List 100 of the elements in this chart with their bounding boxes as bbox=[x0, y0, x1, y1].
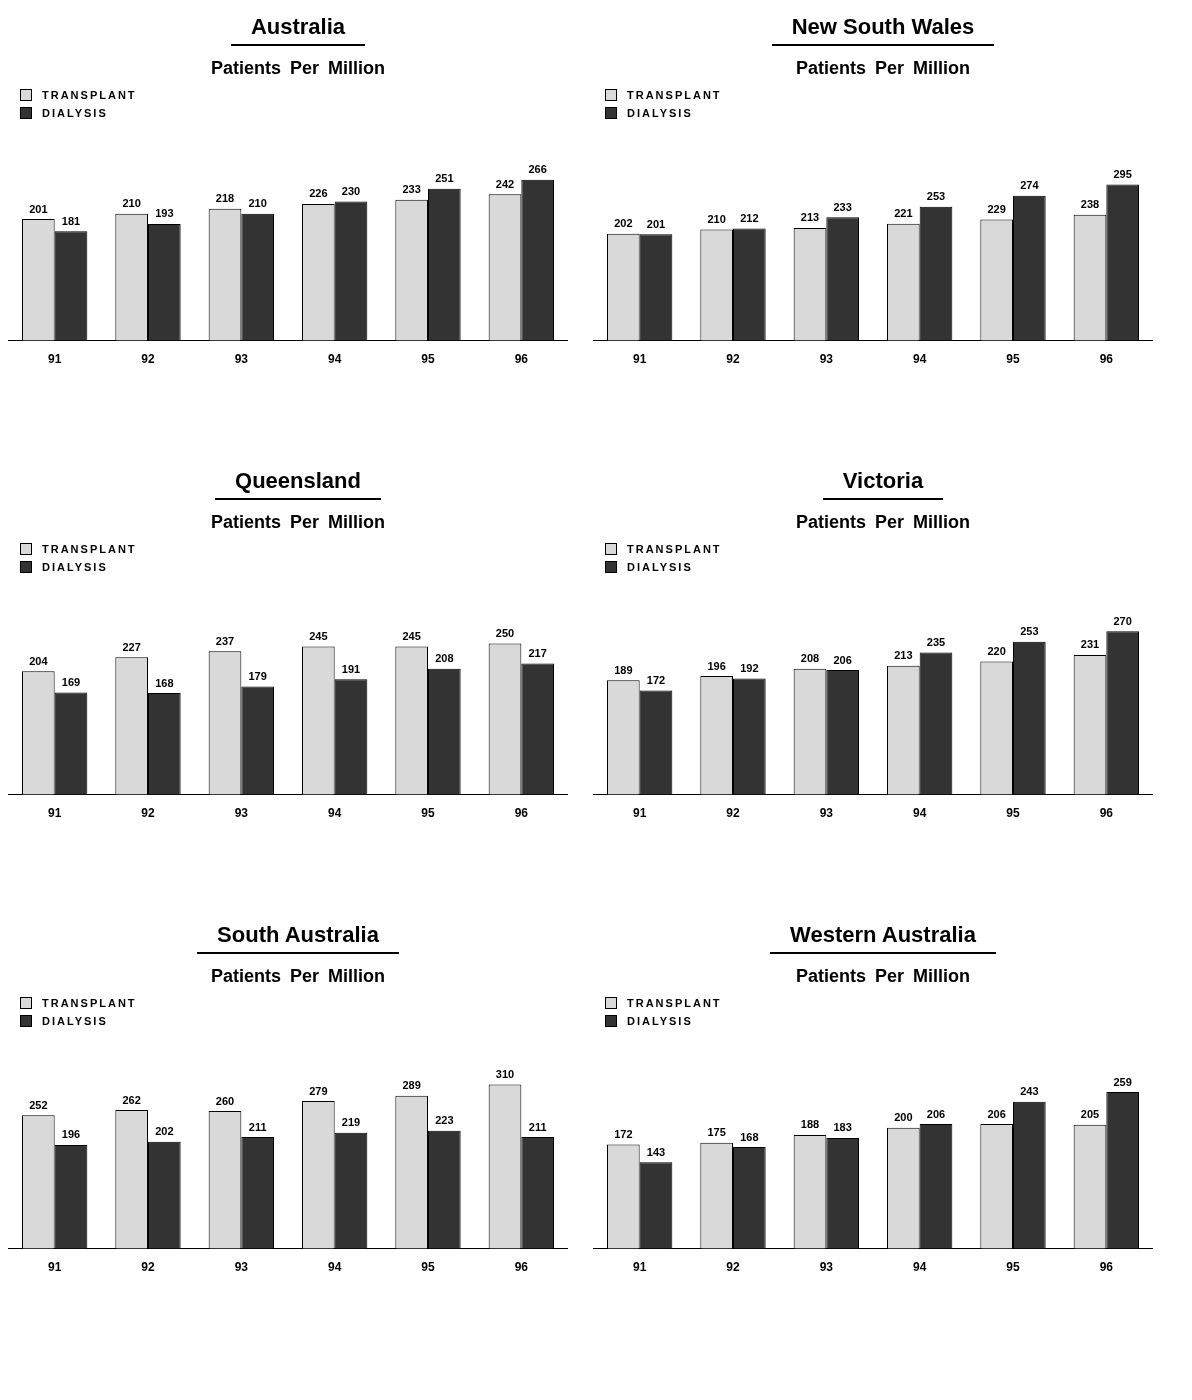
data-label: 202 bbox=[155, 1125, 174, 1138]
data-label: 196 bbox=[707, 659, 726, 672]
x-tick-label: 92 bbox=[726, 1260, 740, 1275]
data-label: 211 bbox=[248, 1120, 267, 1133]
data-label: 289 bbox=[402, 1079, 421, 1092]
x-tick-label: 95 bbox=[421, 806, 435, 821]
data-label: 262 bbox=[122, 1093, 141, 1106]
data-label: 169 bbox=[61, 675, 81, 688]
data-label: 226 bbox=[309, 187, 328, 200]
x-tick-label: 94 bbox=[327, 806, 342, 821]
data-label: 245 bbox=[402, 630, 421, 643]
x-tick-label: 91 bbox=[632, 806, 647, 821]
legend-label: TRANSPLANT bbox=[42, 89, 137, 101]
data-label: 218 bbox=[215, 192, 235, 205]
x-tick-label: 91 bbox=[47, 806, 62, 821]
data-label: 206 bbox=[987, 1107, 1006, 1120]
data-label: 238 bbox=[1080, 198, 1100, 211]
data-label: 253 bbox=[1020, 625, 1039, 638]
x-tick-label: 92 bbox=[726, 806, 740, 821]
data-label: 245 bbox=[309, 630, 328, 643]
data-label: 310 bbox=[495, 1068, 515, 1081]
x-tick-label: 94 bbox=[327, 352, 342, 367]
data-label: 252 bbox=[29, 1098, 48, 1111]
x-tick-label: 96 bbox=[514, 352, 529, 367]
data-label: 143 bbox=[646, 1145, 666, 1158]
chart-title: South Australia bbox=[197, 922, 399, 954]
data-label: 179 bbox=[248, 669, 267, 682]
chart-subtitle: Patients Per Million bbox=[794, 58, 971, 79]
data-label: 204 bbox=[29, 654, 49, 667]
data-label: 208 bbox=[800, 652, 820, 665]
data-label: 206 bbox=[926, 1107, 946, 1120]
x-tick-label: 96 bbox=[1099, 352, 1114, 367]
data-label: 235 bbox=[926, 636, 946, 649]
data-label: 270 bbox=[1113, 614, 1132, 627]
chart-title: Western Australia bbox=[770, 922, 996, 954]
x-tick-label: 92 bbox=[141, 1260, 155, 1275]
data-label: 243 bbox=[1020, 1085, 1039, 1098]
data-label: 217 bbox=[528, 646, 547, 659]
x-tick-label: 94 bbox=[912, 806, 927, 821]
data-label: 183 bbox=[833, 1121, 852, 1134]
x-tick-label: 93 bbox=[234, 806, 249, 821]
data-label: 206 bbox=[833, 653, 852, 666]
x-tick-label: 95 bbox=[1006, 806, 1020, 821]
data-label: 221 bbox=[894, 207, 913, 220]
data-label: 210 bbox=[122, 197, 141, 210]
chart-title: Queensland bbox=[215, 468, 381, 500]
data-label: 175 bbox=[707, 1126, 726, 1139]
x-tick-label: 94 bbox=[327, 1260, 342, 1275]
x-tick-label: 96 bbox=[1099, 1260, 1114, 1275]
legend-label: DIALYSIS bbox=[42, 561, 108, 573]
data-label: 181 bbox=[61, 214, 81, 227]
chart-subtitle: Patients Per Million bbox=[794, 966, 971, 987]
x-tick-label: 93 bbox=[234, 1260, 249, 1275]
data-label: 168 bbox=[155, 676, 174, 689]
legend-label: TRANSPLANT bbox=[42, 997, 137, 1009]
chart-title: Australia bbox=[230, 14, 366, 46]
x-tick-label: 96 bbox=[514, 806, 529, 821]
legend-label: TRANSPLANT bbox=[42, 543, 137, 555]
data-label: 274 bbox=[1020, 179, 1040, 192]
x-tick-label: 91 bbox=[47, 1260, 62, 1275]
x-tick-label: 95 bbox=[421, 1260, 435, 1275]
x-tick-label: 95 bbox=[1006, 1260, 1020, 1275]
data-label: 223 bbox=[435, 1114, 454, 1127]
legend-label: TRANSPLANT bbox=[627, 89, 722, 101]
x-tick-label: 91 bbox=[632, 1260, 647, 1275]
x-tick-label: 96 bbox=[1099, 806, 1114, 821]
chart-subtitle: Patients Per Million bbox=[794, 512, 971, 533]
x-tick-label: 94 bbox=[912, 352, 927, 367]
chart-subtitle: Patients Per Million bbox=[209, 58, 386, 79]
chart-title: Victoria bbox=[822, 468, 944, 500]
data-label: 188 bbox=[800, 1118, 820, 1131]
data-label: 220 bbox=[987, 645, 1006, 658]
data-label: 196 bbox=[61, 1128, 81, 1141]
x-tick-label: 91 bbox=[632, 352, 647, 367]
legend-label: TRANSPLANT bbox=[627, 997, 722, 1009]
data-label: 189 bbox=[614, 663, 633, 676]
data-label: 201 bbox=[29, 202, 48, 215]
legend-label: DIALYSIS bbox=[42, 1015, 108, 1027]
data-label: 259 bbox=[1113, 1075, 1132, 1088]
data-label: 213 bbox=[800, 211, 820, 224]
x-tick-label: 96 bbox=[514, 1260, 529, 1275]
legend-label: DIALYSIS bbox=[42, 107, 108, 119]
data-label: 200 bbox=[894, 1111, 913, 1124]
data-label: 191 bbox=[341, 662, 361, 675]
data-label: 233 bbox=[402, 183, 421, 196]
data-label: 205 bbox=[1080, 1108, 1100, 1121]
x-tick-label: 95 bbox=[421, 352, 435, 367]
data-label: 172 bbox=[646, 674, 666, 687]
data-label: 201 bbox=[646, 217, 666, 230]
data-label: 250 bbox=[495, 626, 515, 639]
legend-label: TRANSPLANT bbox=[627, 543, 722, 555]
x-tick-label: 92 bbox=[141, 806, 155, 821]
data-label: 230 bbox=[341, 185, 361, 198]
x-tick-label: 91 bbox=[47, 352, 62, 367]
data-label: 242 bbox=[495, 177, 515, 190]
x-tick-label: 93 bbox=[819, 806, 834, 821]
chart-subtitle: Patients Per Million bbox=[209, 966, 386, 987]
data-label: 253 bbox=[926, 190, 946, 203]
legend-label: DIALYSIS bbox=[627, 561, 693, 573]
x-tick-label: 93 bbox=[819, 1260, 834, 1275]
